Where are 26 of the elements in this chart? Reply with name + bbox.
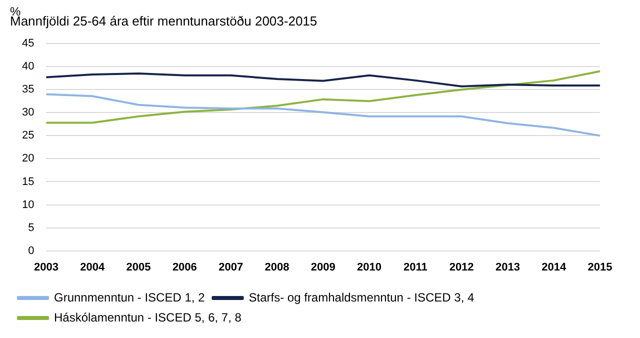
x-tick-label: 2013 xyxy=(495,261,520,274)
legend-label: Háskólamenntun - ISCED 5, 6, 7, 8 xyxy=(54,310,242,324)
y-tick-label: 45 xyxy=(22,38,34,50)
y-tick-label: 20 xyxy=(22,152,34,165)
y-tick-label: 35 xyxy=(22,84,34,96)
x-tick-label: 2010 xyxy=(357,261,382,274)
y-tick-label: 25 xyxy=(22,130,34,142)
x-tick-label: 2015 xyxy=(588,261,612,274)
y-tick-label: 15 xyxy=(22,176,34,188)
y-tick-label: 5 xyxy=(28,222,34,234)
y-tick-label: 10 xyxy=(22,198,34,211)
legend-label: Starfs- og framhaldsmenntun - ISCED 3, 4 xyxy=(248,290,474,304)
x-tick-label: 2003 xyxy=(34,261,58,274)
legend-label: Grunnmenntun - ISCED 1, 2 xyxy=(54,290,206,304)
x-tick-label: 2006 xyxy=(172,261,197,274)
x-tick-label: 2005 xyxy=(126,261,151,274)
x-tick-label: 2004 xyxy=(80,261,106,274)
x-tick-label: 2009 xyxy=(310,261,336,274)
x-tick-label: 2007 xyxy=(218,261,244,274)
x-tick-label: 2011 xyxy=(403,261,428,274)
x-tick-label: 2012 xyxy=(449,261,474,274)
y-tick-label: 30 xyxy=(22,106,34,119)
y-tick-label: 0 xyxy=(28,244,34,257)
y-tick-label: 40 xyxy=(22,60,34,73)
x-tick-label: 2014 xyxy=(542,261,567,274)
x-tick-label: 2008 xyxy=(264,261,290,274)
